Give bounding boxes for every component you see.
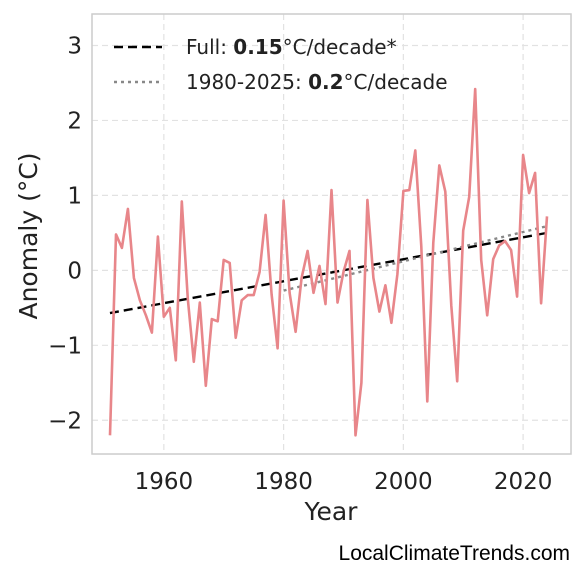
- y-axis: −2 −1 0 1 2 3: [48, 33, 82, 434]
- plot-frame: [91, 13, 572, 455]
- trendline-recent: [283, 224, 548, 292]
- grid: [92, 14, 571, 454]
- x-tick-label: 1960: [135, 469, 194, 495]
- x-axis-title: Year: [304, 497, 359, 526]
- y-tick-label: −2: [48, 408, 82, 434]
- trendlines: [109, 224, 548, 315]
- x-tick-label: 1980: [254, 469, 313, 495]
- y-tick-label: −1: [48, 333, 82, 359]
- y-tick-label: 1: [67, 183, 82, 209]
- y-tick-label: 0: [67, 258, 82, 284]
- y-tick-label: 2: [67, 108, 82, 134]
- trendline-full: [109, 231, 548, 315]
- x-tick-label: 2020: [494, 469, 553, 495]
- x-tick-label: 2000: [374, 469, 433, 495]
- series-layer: [108, 87, 549, 437]
- series-line: [108, 87, 549, 437]
- legend-label-recent: 1980-2025: 0.2°C/decade: [186, 70, 448, 94]
- y-axis-title: Anomaly (°C): [14, 152, 43, 319]
- watermark: LocalClimateTrends.com: [339, 542, 570, 565]
- legend: Full: 0.15°C/decade* 1980-2025: 0.2°C/de…: [114, 35, 448, 94]
- legend-label-full: Full: 0.15°C/decade*: [186, 35, 397, 59]
- y-tick-label: 3: [67, 33, 82, 59]
- x-axis: 1960 1980 2000 2020: [135, 469, 553, 495]
